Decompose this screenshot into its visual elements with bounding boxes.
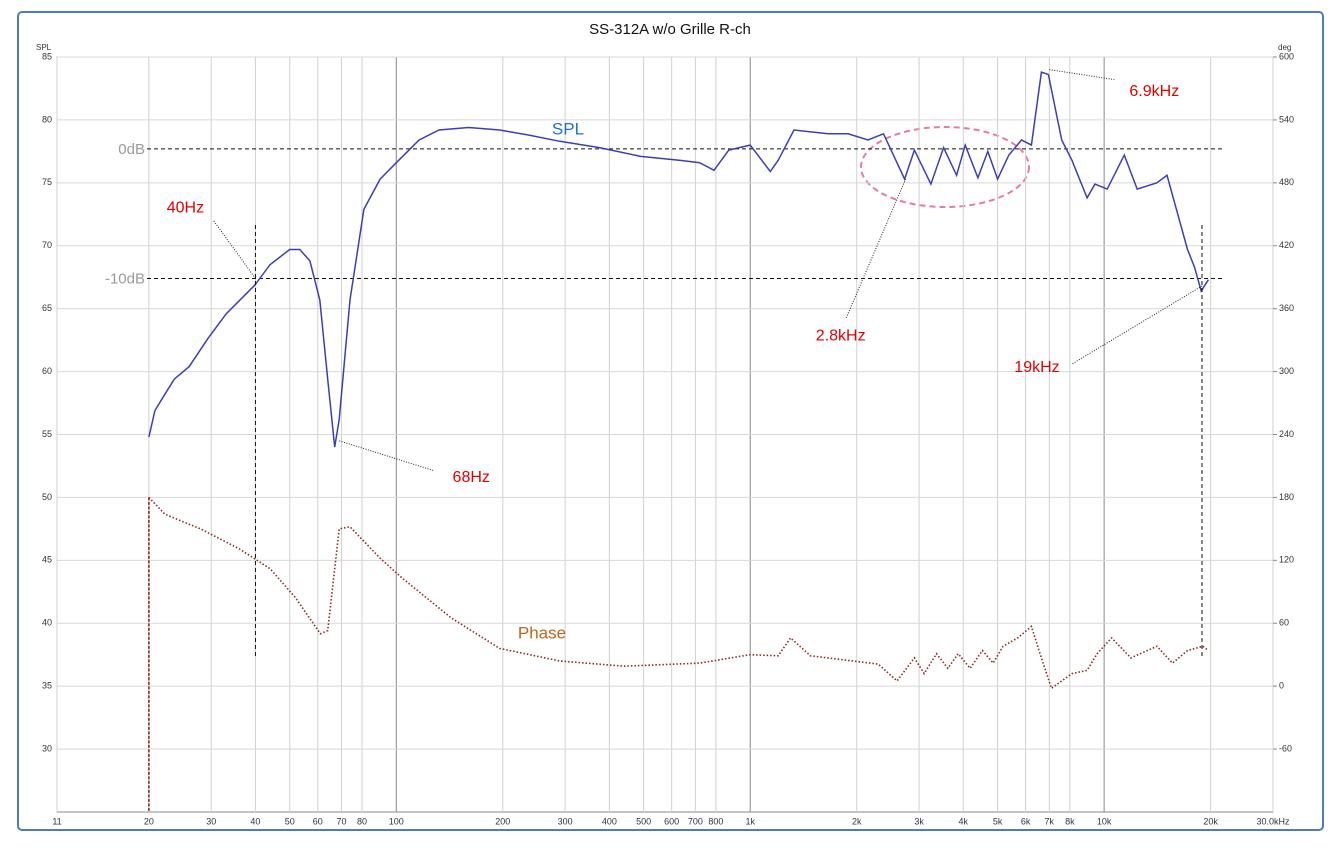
y2-tick-label: 120 bbox=[1279, 555, 1294, 565]
annotation-label: 68Hz bbox=[453, 469, 490, 486]
x-tick-label: 11 bbox=[52, 816, 61, 826]
y2-tick-label: -60 bbox=[1279, 743, 1292, 753]
x-tick-label: 7k bbox=[1045, 816, 1055, 826]
x-tick-label: 300 bbox=[558, 816, 573, 826]
x-tick-label: 2k bbox=[852, 816, 862, 826]
annotation-label: 19kHz bbox=[1014, 359, 1059, 376]
annotation-leader bbox=[845, 178, 907, 320]
x-tick-label: 400 bbox=[602, 816, 617, 826]
y2-tick-label: 180 bbox=[1279, 492, 1294, 502]
x-tick-label: 800 bbox=[708, 816, 723, 826]
reference-label: -10dB bbox=[105, 270, 145, 287]
x-tick-label: 600 bbox=[664, 816, 679, 826]
y2-tick-label: 360 bbox=[1279, 303, 1294, 313]
y-tick-label: 30 bbox=[42, 743, 52, 753]
annotation-label: 6.9kHz bbox=[1129, 83, 1179, 100]
x-tick-label: 1k bbox=[745, 816, 755, 826]
series-line bbox=[148, 71, 1210, 448]
y-tick-label: 40 bbox=[42, 618, 52, 628]
annotation-label: 2.8kHz bbox=[816, 327, 866, 344]
y2-tick-label: 240 bbox=[1279, 429, 1294, 439]
y2-tick-label: 480 bbox=[1279, 177, 1294, 187]
x-tick-label: 80 bbox=[357, 816, 367, 826]
series-label: Phase bbox=[518, 623, 566, 642]
x-tick-label: 70 bbox=[336, 816, 346, 826]
y-axis-label: SPL bbox=[36, 43, 52, 52]
y-tick-label: 75 bbox=[42, 177, 52, 187]
annotation-label: 40Hz bbox=[167, 200, 204, 217]
y2-tick-label: 600 bbox=[1279, 51, 1294, 61]
annotation-leader bbox=[339, 440, 435, 472]
x-tick-label: 50 bbox=[285, 816, 295, 826]
x-tick-label: 5k bbox=[993, 816, 1003, 826]
reference-label: 0dB bbox=[118, 141, 145, 158]
y-tick-label: 80 bbox=[42, 114, 52, 124]
y-tick-label: 60 bbox=[42, 366, 52, 376]
x-tick-label: 3k bbox=[914, 816, 924, 826]
y2-tick-label: 540 bbox=[1279, 114, 1294, 124]
x-tick-label: 100 bbox=[389, 816, 404, 826]
x-tick-label: 60 bbox=[313, 816, 323, 826]
x-tick-label: 40 bbox=[250, 816, 260, 826]
x-tick-label: 4k bbox=[959, 816, 969, 826]
y2-tick-label: 300 bbox=[1279, 366, 1294, 376]
y2-axis-label: deg bbox=[1278, 43, 1291, 52]
y-tick-label: 70 bbox=[42, 240, 52, 250]
x-tick-label: 20 bbox=[144, 816, 154, 826]
x-tick-label: 10k bbox=[1097, 816, 1112, 826]
x-tick-label: 200 bbox=[495, 816, 510, 826]
x-tick-label: 700 bbox=[688, 816, 703, 826]
annotation-leader bbox=[1049, 69, 1115, 81]
chart-title: SS-312A w/o Grille R-ch bbox=[589, 21, 751, 38]
y2-tick-label: 60 bbox=[1279, 618, 1289, 628]
x-tick-label: 8k bbox=[1065, 816, 1075, 826]
y-tick-label: 65 bbox=[42, 303, 52, 313]
x-tick-label: 6k bbox=[1021, 816, 1031, 826]
annotation-leader bbox=[213, 220, 256, 279]
annotation-leader bbox=[1071, 285, 1203, 365]
series-label: SPL bbox=[552, 119, 584, 138]
y-tick-label: 35 bbox=[42, 681, 52, 691]
x-tick-label: 20k bbox=[1203, 816, 1218, 826]
y-tick-label: 45 bbox=[42, 555, 52, 565]
y-tick-label: 85 bbox=[42, 51, 52, 61]
x-tick-label: 30.0kHz bbox=[1256, 816, 1290, 826]
x-tick-label: 30 bbox=[206, 816, 216, 826]
y-tick-label: 50 bbox=[42, 492, 52, 502]
series-line bbox=[148, 496, 1209, 690]
highlight-ellipse bbox=[860, 126, 1030, 208]
x-tick-label: 500 bbox=[636, 816, 651, 826]
y-tick-label: 55 bbox=[42, 429, 52, 439]
y2-tick-label: 0 bbox=[1279, 681, 1284, 691]
y2-tick-label: 420 bbox=[1279, 240, 1294, 250]
